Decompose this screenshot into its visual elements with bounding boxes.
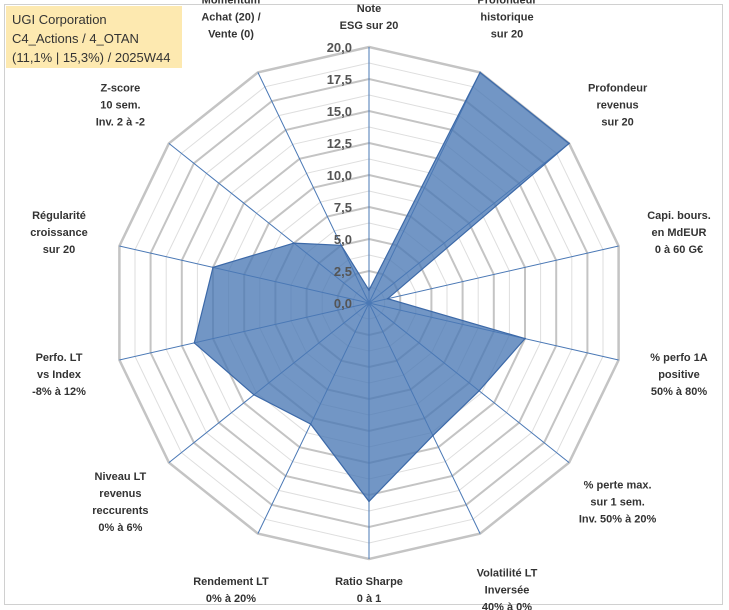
data-point-volatilite <box>432 434 434 437</box>
tick-label-1: 2,5 <box>334 264 352 279</box>
data-point-perfo-lt-index <box>193 342 196 344</box>
data-point-capi-bours <box>386 297 389 300</box>
title-line-stats: (11,1% | 15,3%) / 2025W44 <box>12 50 171 65</box>
axis-label-capi-bours: Capi. bours. en MdEUR 0 à 60 G€ <box>647 210 711 256</box>
data-point-momentum <box>340 244 343 247</box>
axis-label-rendement-lt: Rendement LT 0% à 20% <box>193 576 269 605</box>
axis-label-perfo-lt-index: Perfo. LT vs Index -8% à 12% <box>32 352 86 398</box>
tick-label-7: 17,5 <box>327 72 352 87</box>
title-line-company: UGI Corporation <box>12 12 107 27</box>
tick-label-3: 7,5 <box>334 200 352 215</box>
axis-label-revenus-recurrents: Niveau LT revenus reccurents 0% à 6% <box>92 471 148 534</box>
axis-label-profondeur-historique: Profondeur historique sur 20 <box>477 0 537 41</box>
axis-label-perte-max: % perte max. sur 1 sem. Inv. 50% à 20% <box>579 479 657 525</box>
axis-label-perfo-1a: % perfo 1A positive 50% à 80% <box>650 352 708 398</box>
data-point-ratio-sharpe <box>368 500 370 503</box>
axis-label-ratio-sharpe: Ratio Sharpe 0 à 1 <box>335 576 403 605</box>
data-point-profondeur-revenus <box>568 142 570 145</box>
data-point-perfo-1a <box>524 337 526 340</box>
chart-title-box: UGI Corporation C4_Actions / 4_OTAN (11,… <box>6 6 182 68</box>
tick-label-8: 20,0 <box>327 40 352 55</box>
axis-label-profondeur-revenus: Profondeur revenus sur 20 <box>588 83 648 129</box>
data-point-perte-max <box>478 390 480 392</box>
data-point-profondeur-historique <box>479 71 481 74</box>
data-point-note-esg <box>368 289 370 292</box>
tick-label-6: 15,0 <box>327 104 352 119</box>
data-area <box>193 71 571 503</box>
spoke-capi-bours <box>368 245 619 304</box>
tick-label-2: 5,0 <box>334 232 352 247</box>
axis-label-regularite-croissance: Régularité croissance sur 20 <box>30 210 87 256</box>
axis-label-note-esg: Note ESG sur 20 <box>340 3 399 32</box>
axis-label-z-score: Z-score 10 sem. Inv. 2 à -2 <box>96 83 145 129</box>
data-point-z-score <box>293 242 295 244</box>
tick-label-4: 10,0 <box>327 168 352 183</box>
data-point-rendement-lt <box>309 423 312 425</box>
title-line-category: C4_Actions / 4_OTAN <box>12 31 139 46</box>
data-point-regularite-croissance <box>212 266 214 269</box>
axis-label-momentum: Momentum Achat (20) / Vente (0) <box>201 0 260 41</box>
axis-label-volatilite: Volatilité LT Inversée 40% à 0% <box>477 568 538 610</box>
tick-label-0: 0,0 <box>334 296 352 311</box>
data-point-revenus-recurrents <box>253 394 255 396</box>
tick-label-5: 12,5 <box>327 136 352 151</box>
chart-frame <box>4 4 723 605</box>
